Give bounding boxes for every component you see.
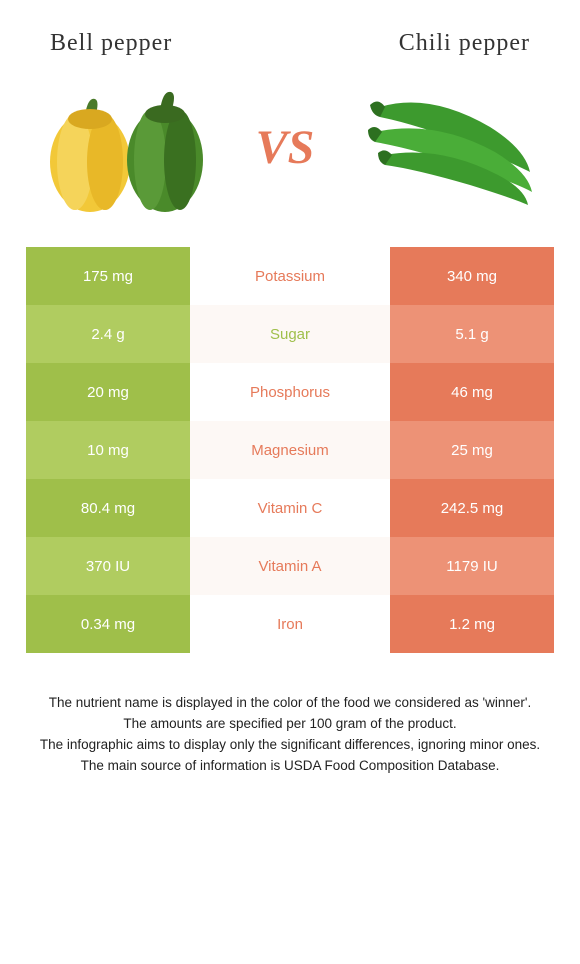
value-left: 370 IU xyxy=(26,537,190,595)
value-left: 175 mg xyxy=(26,247,190,305)
table-row: 370 IUVitamin A1179 IU xyxy=(26,537,554,595)
nutrient-name: Iron xyxy=(190,595,390,653)
nutrient-name: Potassium xyxy=(190,247,390,305)
nutrient-name: Magnesium xyxy=(190,421,390,479)
nutrient-name: Vitamin A xyxy=(190,537,390,595)
table-row: 10 mgMagnesium25 mg xyxy=(26,421,554,479)
value-right: 46 mg xyxy=(390,363,554,421)
value-right: 1179 IU xyxy=(390,537,554,595)
table-row: 20 mgPhosphorus46 mg xyxy=(26,363,554,421)
value-left: 20 mg xyxy=(26,363,190,421)
nutrient-name: Sugar xyxy=(190,305,390,363)
images-row: VS xyxy=(20,77,560,247)
footer-line-2: The amounts are specified per 100 gram o… xyxy=(30,714,550,735)
table-row: 175 mgPotassium340 mg xyxy=(26,247,554,305)
bell-pepper-image xyxy=(40,77,210,217)
value-left: 80.4 mg xyxy=(26,479,190,537)
footer-notes: The nutrient name is displayed in the co… xyxy=(20,693,560,777)
value-left: 2.4 g xyxy=(26,305,190,363)
value-left: 0.34 mg xyxy=(26,595,190,653)
footer-line-4: The main source of information is USDA F… xyxy=(30,756,550,777)
value-right: 340 mg xyxy=(390,247,554,305)
nutrient-name: Vitamin C xyxy=(190,479,390,537)
value-right: 1.2 mg xyxy=(390,595,554,653)
value-right: 242.5 mg xyxy=(390,479,554,537)
footer-line-1: The nutrient name is displayed in the co… xyxy=(30,693,550,714)
title-right: Chili pepper xyxy=(399,30,530,57)
footer-line-3: The infographic aims to display only the… xyxy=(30,735,550,756)
value-right: 25 mg xyxy=(390,421,554,479)
title-left: Bell pepper xyxy=(50,30,172,57)
header: Bell pepper Chili pepper xyxy=(20,20,560,77)
table-row: 80.4 mgVitamin C242.5 mg xyxy=(26,479,554,537)
value-left: 10 mg xyxy=(26,421,190,479)
table-row: 2.4 gSugar5.1 g xyxy=(26,305,554,363)
comparison-table: 175 mgPotassium340 mg2.4 gSugar5.1 g20 m… xyxy=(26,247,554,653)
table-row: 0.34 mgIron1.2 mg xyxy=(26,595,554,653)
vs-label: VS xyxy=(256,120,315,175)
nutrient-name: Phosphorus xyxy=(190,363,390,421)
value-right: 5.1 g xyxy=(390,305,554,363)
chili-pepper-image xyxy=(360,77,540,217)
